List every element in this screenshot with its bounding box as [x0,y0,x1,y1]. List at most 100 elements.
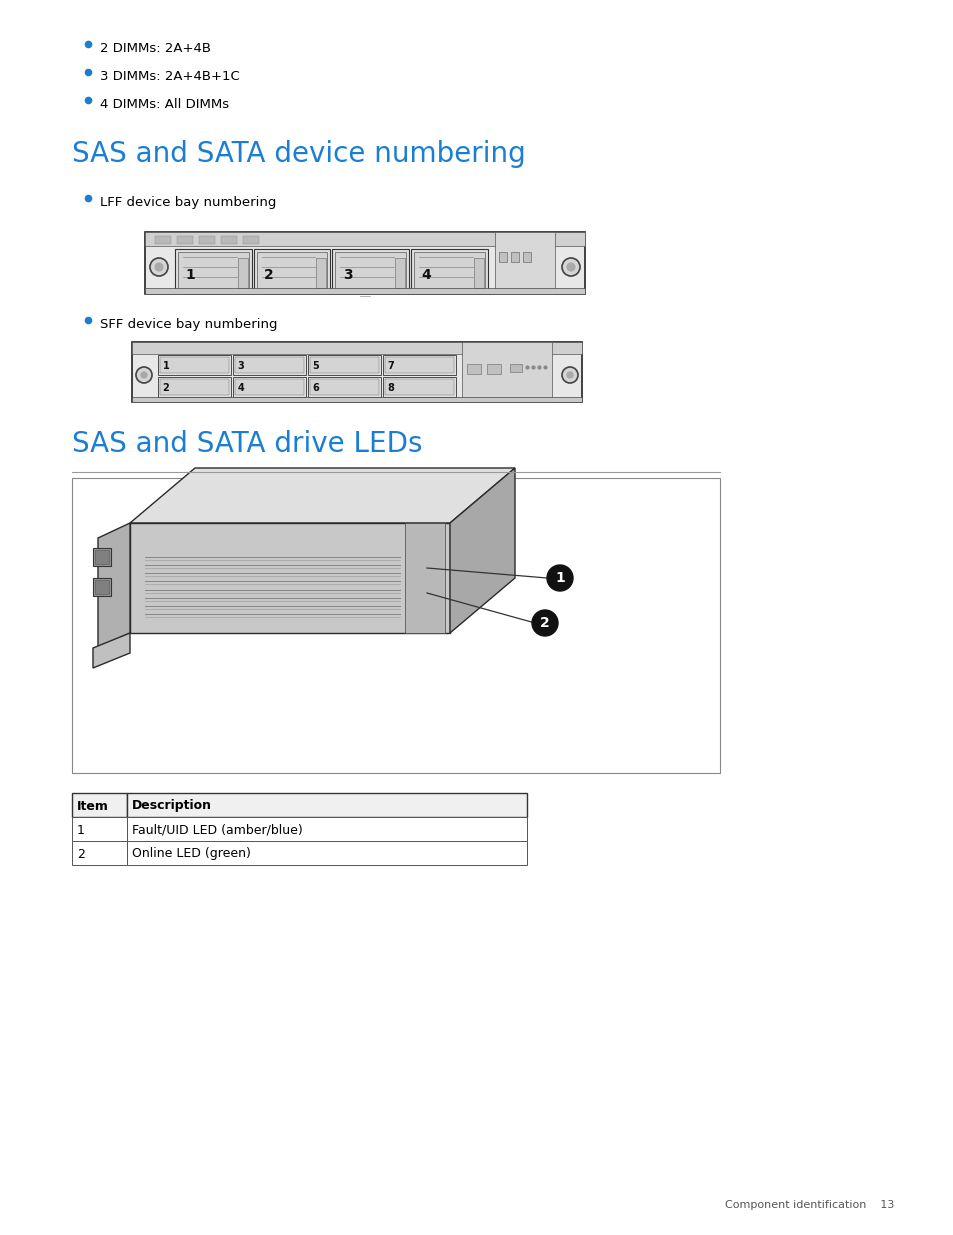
Bar [145,232,584,246]
Bar [382,377,456,396]
Bar [461,342,552,403]
Text: 4: 4 [237,383,244,393]
Text: 8: 8 [387,383,394,393]
Text: 3: 3 [237,361,244,370]
Bar [132,342,581,354]
Bar [405,522,444,634]
Text: 1: 1 [162,361,170,370]
Circle shape [566,263,575,270]
Text: Description: Description [132,799,212,813]
Text: 7: 7 [387,361,394,370]
Text: Fault/UID LED (amber/blue): Fault/UID LED (amber/blue) [132,824,302,836]
Circle shape [561,258,579,275]
Bar [385,357,454,373]
Bar [92,548,111,566]
Bar [411,249,488,293]
Bar [178,252,249,290]
Text: 1: 1 [77,824,85,836]
Bar [253,249,330,293]
Text: 4: 4 [421,268,431,282]
Circle shape [532,610,558,636]
Bar [71,793,127,818]
Bar [92,578,111,597]
Bar [310,357,378,373]
Text: 2: 2 [264,268,274,282]
Bar [385,379,454,395]
Text: 2: 2 [162,383,170,393]
Bar [71,841,127,864]
Bar [243,236,258,245]
Circle shape [136,367,152,383]
Bar [145,288,584,294]
Bar [127,818,526,841]
Circle shape [154,263,163,270]
Bar [256,252,327,290]
Bar [316,258,326,288]
Bar [234,357,304,373]
Bar [234,379,304,395]
Text: 1: 1 [555,571,564,585]
Text: LFF device bay numbering: LFF device bay numbering [100,196,276,209]
Bar [127,793,526,818]
Polygon shape [92,634,130,668]
Bar [95,550,109,564]
Text: 2: 2 [539,616,549,630]
Bar [310,379,378,395]
Text: 4 DIMMs: All DIMMs: 4 DIMMs: All DIMMs [100,98,229,111]
Polygon shape [130,522,450,634]
Bar [237,258,248,288]
Text: Online LED (green): Online LED (green) [132,847,251,861]
Bar [335,252,406,290]
Bar [414,252,484,290]
Bar [127,841,526,864]
Text: 5: 5 [313,361,319,370]
Bar [160,357,229,373]
Circle shape [141,372,147,378]
Bar [71,818,127,841]
Text: Item: Item [77,799,109,813]
Text: 1: 1 [185,268,194,282]
Polygon shape [130,468,515,522]
Polygon shape [98,522,130,648]
Bar [177,236,193,245]
Bar [71,478,720,773]
Bar [154,236,171,245]
Polygon shape [450,468,515,634]
Bar [158,377,231,396]
Bar [522,252,531,262]
Bar [308,377,380,396]
Circle shape [150,258,168,275]
Bar [158,354,231,375]
Bar [395,258,405,288]
Bar [233,377,306,396]
Bar [221,236,236,245]
Text: 2 DIMMs: 2A+4B: 2 DIMMs: 2A+4B [100,42,211,56]
Text: 6: 6 [313,383,319,393]
Bar [174,249,252,293]
Bar [145,232,584,294]
Circle shape [561,367,578,383]
Text: Component identification    13: Component identification 13 [724,1200,893,1210]
Bar [498,252,506,262]
Bar [511,252,518,262]
Bar [486,364,500,374]
Bar [132,342,581,403]
Bar [382,354,456,375]
Text: SFF device bay numbering: SFF device bay numbering [100,317,277,331]
Bar [333,249,409,293]
Bar [510,364,521,372]
Text: 2: 2 [77,847,85,861]
Text: SAS and SATA device numbering: SAS and SATA device numbering [71,140,525,168]
Bar [132,396,581,403]
Bar [495,232,555,294]
Bar [160,379,229,395]
Bar [233,354,306,375]
Bar [467,364,480,374]
Bar [95,580,109,594]
Bar [474,258,483,288]
Text: 3 DIMMs: 2A+4B+1C: 3 DIMMs: 2A+4B+1C [100,70,239,83]
Circle shape [566,372,573,378]
Bar [308,354,380,375]
Circle shape [546,564,573,592]
Text: 3: 3 [342,268,352,282]
